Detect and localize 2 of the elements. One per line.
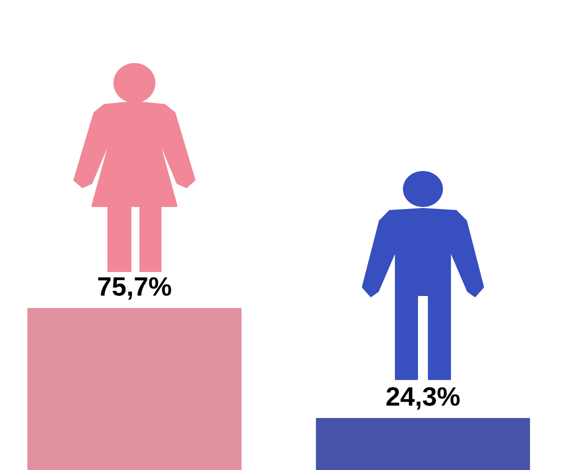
data-label: 24,3% <box>386 387 460 410</box>
data-label: 75,7% <box>98 277 172 300</box>
